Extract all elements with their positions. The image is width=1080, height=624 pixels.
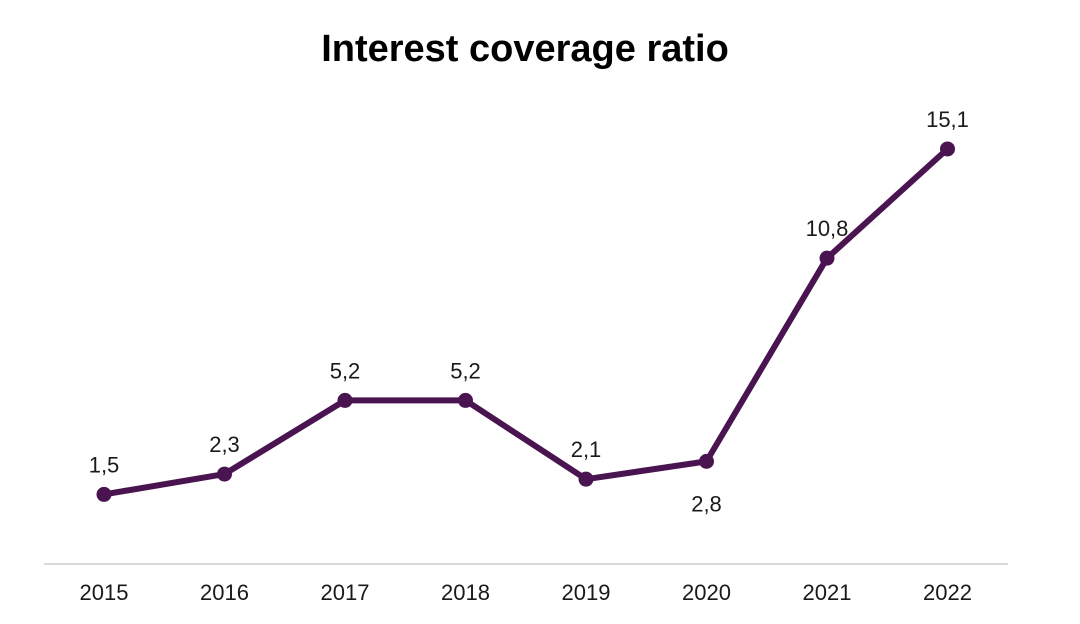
data-point-2016 xyxy=(217,466,232,482)
x-tick-label-2015: 2015 xyxy=(80,580,129,605)
x-tick-label-2018: 2018 xyxy=(441,580,490,605)
data-point-2019 xyxy=(578,471,594,487)
series-line xyxy=(101,145,951,498)
data-label-2019: 2,1 xyxy=(571,437,602,462)
data-point-2021 xyxy=(819,250,835,266)
data-markers xyxy=(96,141,955,502)
data-label-2020: 2,8 xyxy=(691,491,722,516)
x-tick-labels: 2015 2016 2017 2018 2019 2020 2021 2022 xyxy=(80,580,972,605)
data-label-2018: 5,2 xyxy=(450,358,481,383)
data-labels: 1,5 2,3 5,2 5,2 2,1 2,8 10,8 15,1 xyxy=(89,107,969,516)
x-tick-label-2017: 2017 xyxy=(321,580,370,605)
x-tick-label-2019: 2019 xyxy=(562,580,611,605)
x-tick-label-2016: 2016 xyxy=(200,580,249,605)
data-point-2022 xyxy=(940,141,955,157)
data-label-2016: 2,3 xyxy=(209,432,240,457)
data-label-2021: 10,8 xyxy=(806,216,849,241)
data-point-2018 xyxy=(458,392,473,408)
data-label-2015: 1,5 xyxy=(89,452,120,477)
data-label-2017: 5,2 xyxy=(330,358,361,383)
data-point-2015 xyxy=(96,486,112,502)
x-tick-label-2020: 2020 xyxy=(682,580,731,605)
x-tick-label-2021: 2021 xyxy=(803,580,852,605)
chart-title: Interest coverage ratio xyxy=(321,28,729,70)
data-point-2020 xyxy=(699,453,714,469)
x-tick-label-2022: 2022 xyxy=(923,580,972,605)
data-label-2022: 15,1 xyxy=(926,107,969,132)
data-point-2017 xyxy=(337,392,353,408)
